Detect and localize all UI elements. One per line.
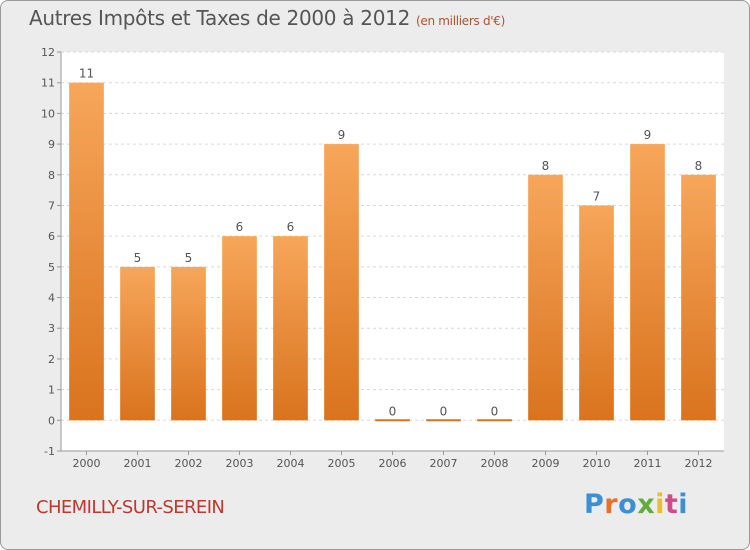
- bar: [681, 174, 716, 421]
- logo-letter: P: [584, 489, 605, 520]
- bar-value-label: 0: [389, 404, 397, 418]
- x-tick-label: 2002: [175, 457, 203, 470]
- x-tick-label: 2007: [430, 457, 458, 470]
- bar-value-label: 6: [236, 220, 244, 234]
- x-tick-label: 2003: [226, 457, 254, 470]
- bar-value-label: 11: [79, 67, 94, 81]
- plot-area: [61, 52, 724, 451]
- logo-letter: i: [655, 489, 665, 520]
- chart-title: Autres Impôts et Taxes de 2000 à 2012 (en…: [29, 6, 505, 30]
- y-tick-label: 4: [48, 292, 55, 305]
- x-tick-label: 2012: [685, 457, 713, 470]
- bar: [69, 82, 104, 421]
- y-tick-label: 12: [41, 46, 55, 59]
- y-tick-label: 3: [48, 322, 55, 335]
- logo-letter: t: [664, 489, 679, 520]
- y-tick-label: 1: [48, 384, 55, 397]
- bar-value-label: 9: [644, 128, 652, 142]
- y-tick-label: 11: [41, 77, 55, 90]
- logo-letter: x: [637, 489, 656, 520]
- x-tick-label: 2001: [124, 457, 152, 470]
- bar: [579, 205, 614, 421]
- bar-value-label: 8: [542, 159, 550, 173]
- logo-letter: i: [678, 489, 689, 520]
- bar-value-label: 8: [695, 159, 703, 173]
- y-tick-label: 10: [41, 107, 55, 120]
- logo-letter: r: [604, 489, 619, 520]
- bar-value-label: 9: [338, 128, 346, 142]
- y-tick-label: 2: [48, 353, 55, 366]
- chart-title-text: Autres Impôts et Taxes de 2000 à 2012: [29, 6, 410, 30]
- bar: [630, 144, 665, 421]
- bar-value-label: 7: [593, 189, 601, 203]
- bar: [324, 144, 359, 421]
- y-tick-label: 6: [48, 230, 55, 243]
- y-tick-label: 5: [48, 261, 55, 274]
- bar-value-label: 0: [491, 404, 499, 418]
- x-tick-label: 2008: [481, 457, 509, 470]
- bar: [120, 266, 155, 421]
- y-tick-label: 7: [48, 199, 55, 212]
- logo-letter: o: [618, 489, 638, 520]
- x-tick-label: 2010: [583, 457, 611, 470]
- bar: [273, 236, 308, 421]
- x-tick-label: 2006: [379, 457, 407, 470]
- x-tick-label: 2004: [277, 457, 305, 470]
- x-tick-label: 2000: [73, 457, 101, 470]
- bar: [222, 236, 257, 421]
- bar: [171, 266, 206, 421]
- chart-unit: (en milliers d'€): [416, 14, 506, 28]
- bar-value-label: 6: [287, 220, 295, 234]
- bar-value-label: 5: [185, 251, 193, 265]
- x-tick-label: 2005: [328, 457, 356, 470]
- bar: [528, 174, 563, 421]
- bar-value-label: 0: [440, 404, 448, 418]
- bar-value-label: 5: [134, 251, 142, 265]
- commune-name: CHEMILLY-SUR-SEREIN: [36, 497, 225, 518]
- x-tick-label: 2011: [634, 457, 662, 470]
- y-tick-label: 0: [48, 414, 55, 427]
- proxiti-logo: Proxiti: [584, 489, 688, 520]
- y-tick-label: -1: [44, 445, 55, 458]
- y-tick-label: 9: [48, 138, 55, 151]
- x-tick-label: 2009: [532, 457, 560, 470]
- y-tick-label: 8: [48, 169, 55, 182]
